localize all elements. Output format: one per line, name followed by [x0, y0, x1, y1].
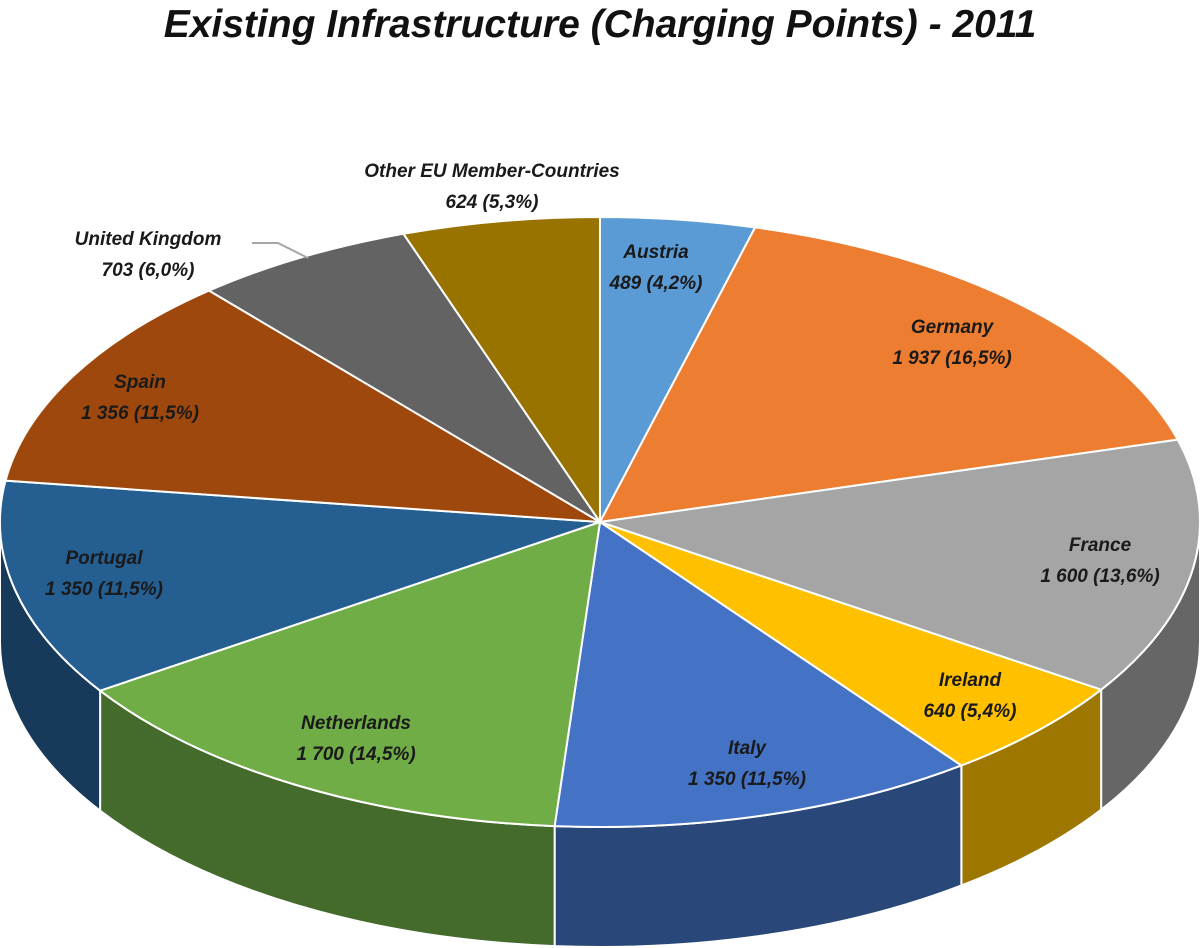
slice-france [599, 438, 1200, 691]
slice-label-name-austria: Austria [622, 242, 689, 263]
slice-spain [4, 289, 601, 523]
slice-label-name-france: France [1069, 535, 1132, 556]
pie-slices [0, 215, 1200, 828]
slice-label-value-austria: 489 (4,2%) [609, 273, 703, 294]
slice-label-name-united-kingdom: United Kingdom [75, 229, 222, 250]
slice-label-name-netherlands: Netherlands [301, 713, 411, 734]
slice-label-name-portugal: Portugal [65, 548, 143, 569]
slice-label-name-other-eu-member-countries: Other EU Member-Countries [364, 161, 619, 182]
slice-label-value-other-eu-member-countries: 624 (5,3%) [446, 192, 539, 213]
leader-line-united-kingdom [252, 242, 309, 259]
slice-label-name-ireland: Ireland [939, 670, 1002, 691]
slice-united-kingdom [206, 232, 601, 523]
slice-portugal [0, 479, 601, 692]
slice-label-value-ireland: 640 (5,4%) [924, 701, 1017, 722]
slice-label-name-spain: Spain [114, 372, 166, 393]
slice-label-value-united-kingdom: 703 (6,0%) [102, 260, 195, 281]
slice-label-value-netherlands: 1 700 (14,5%) [296, 744, 415, 765]
pie-sides [0, 521, 1200, 948]
chart-title: Existing Infrastructure (Charging Points… [163, 3, 1037, 46]
slice-italy [553, 520, 964, 828]
slice-labels: Austria 489 (4,2%) Germany 1 937 (16,5%) Fra… [45, 161, 1160, 790]
slice-label-value-spain: 1 356 (11,5%) [81, 403, 199, 424]
slice-germany [598, 226, 1180, 524]
slice-ireland [599, 521, 1104, 767]
slice-label-name-germany: Germany [911, 317, 995, 338]
slice-label-value-italy: 1 350 (11,5%) [688, 769, 806, 790]
slice-label-name-italy: Italy [728, 738, 767, 759]
slice-label-value-france: 1 600 (13,6%) [1040, 566, 1159, 587]
slice-label-value-portugal: 1 350 (11,5%) [45, 579, 163, 600]
slice-other-eu-member-countries [401, 215, 601, 526]
slice-label-value-germany: 1 937 (16,5%) [892, 348, 1011, 369]
leader-lines [252, 242, 309, 259]
slice-netherlands [98, 520, 602, 828]
